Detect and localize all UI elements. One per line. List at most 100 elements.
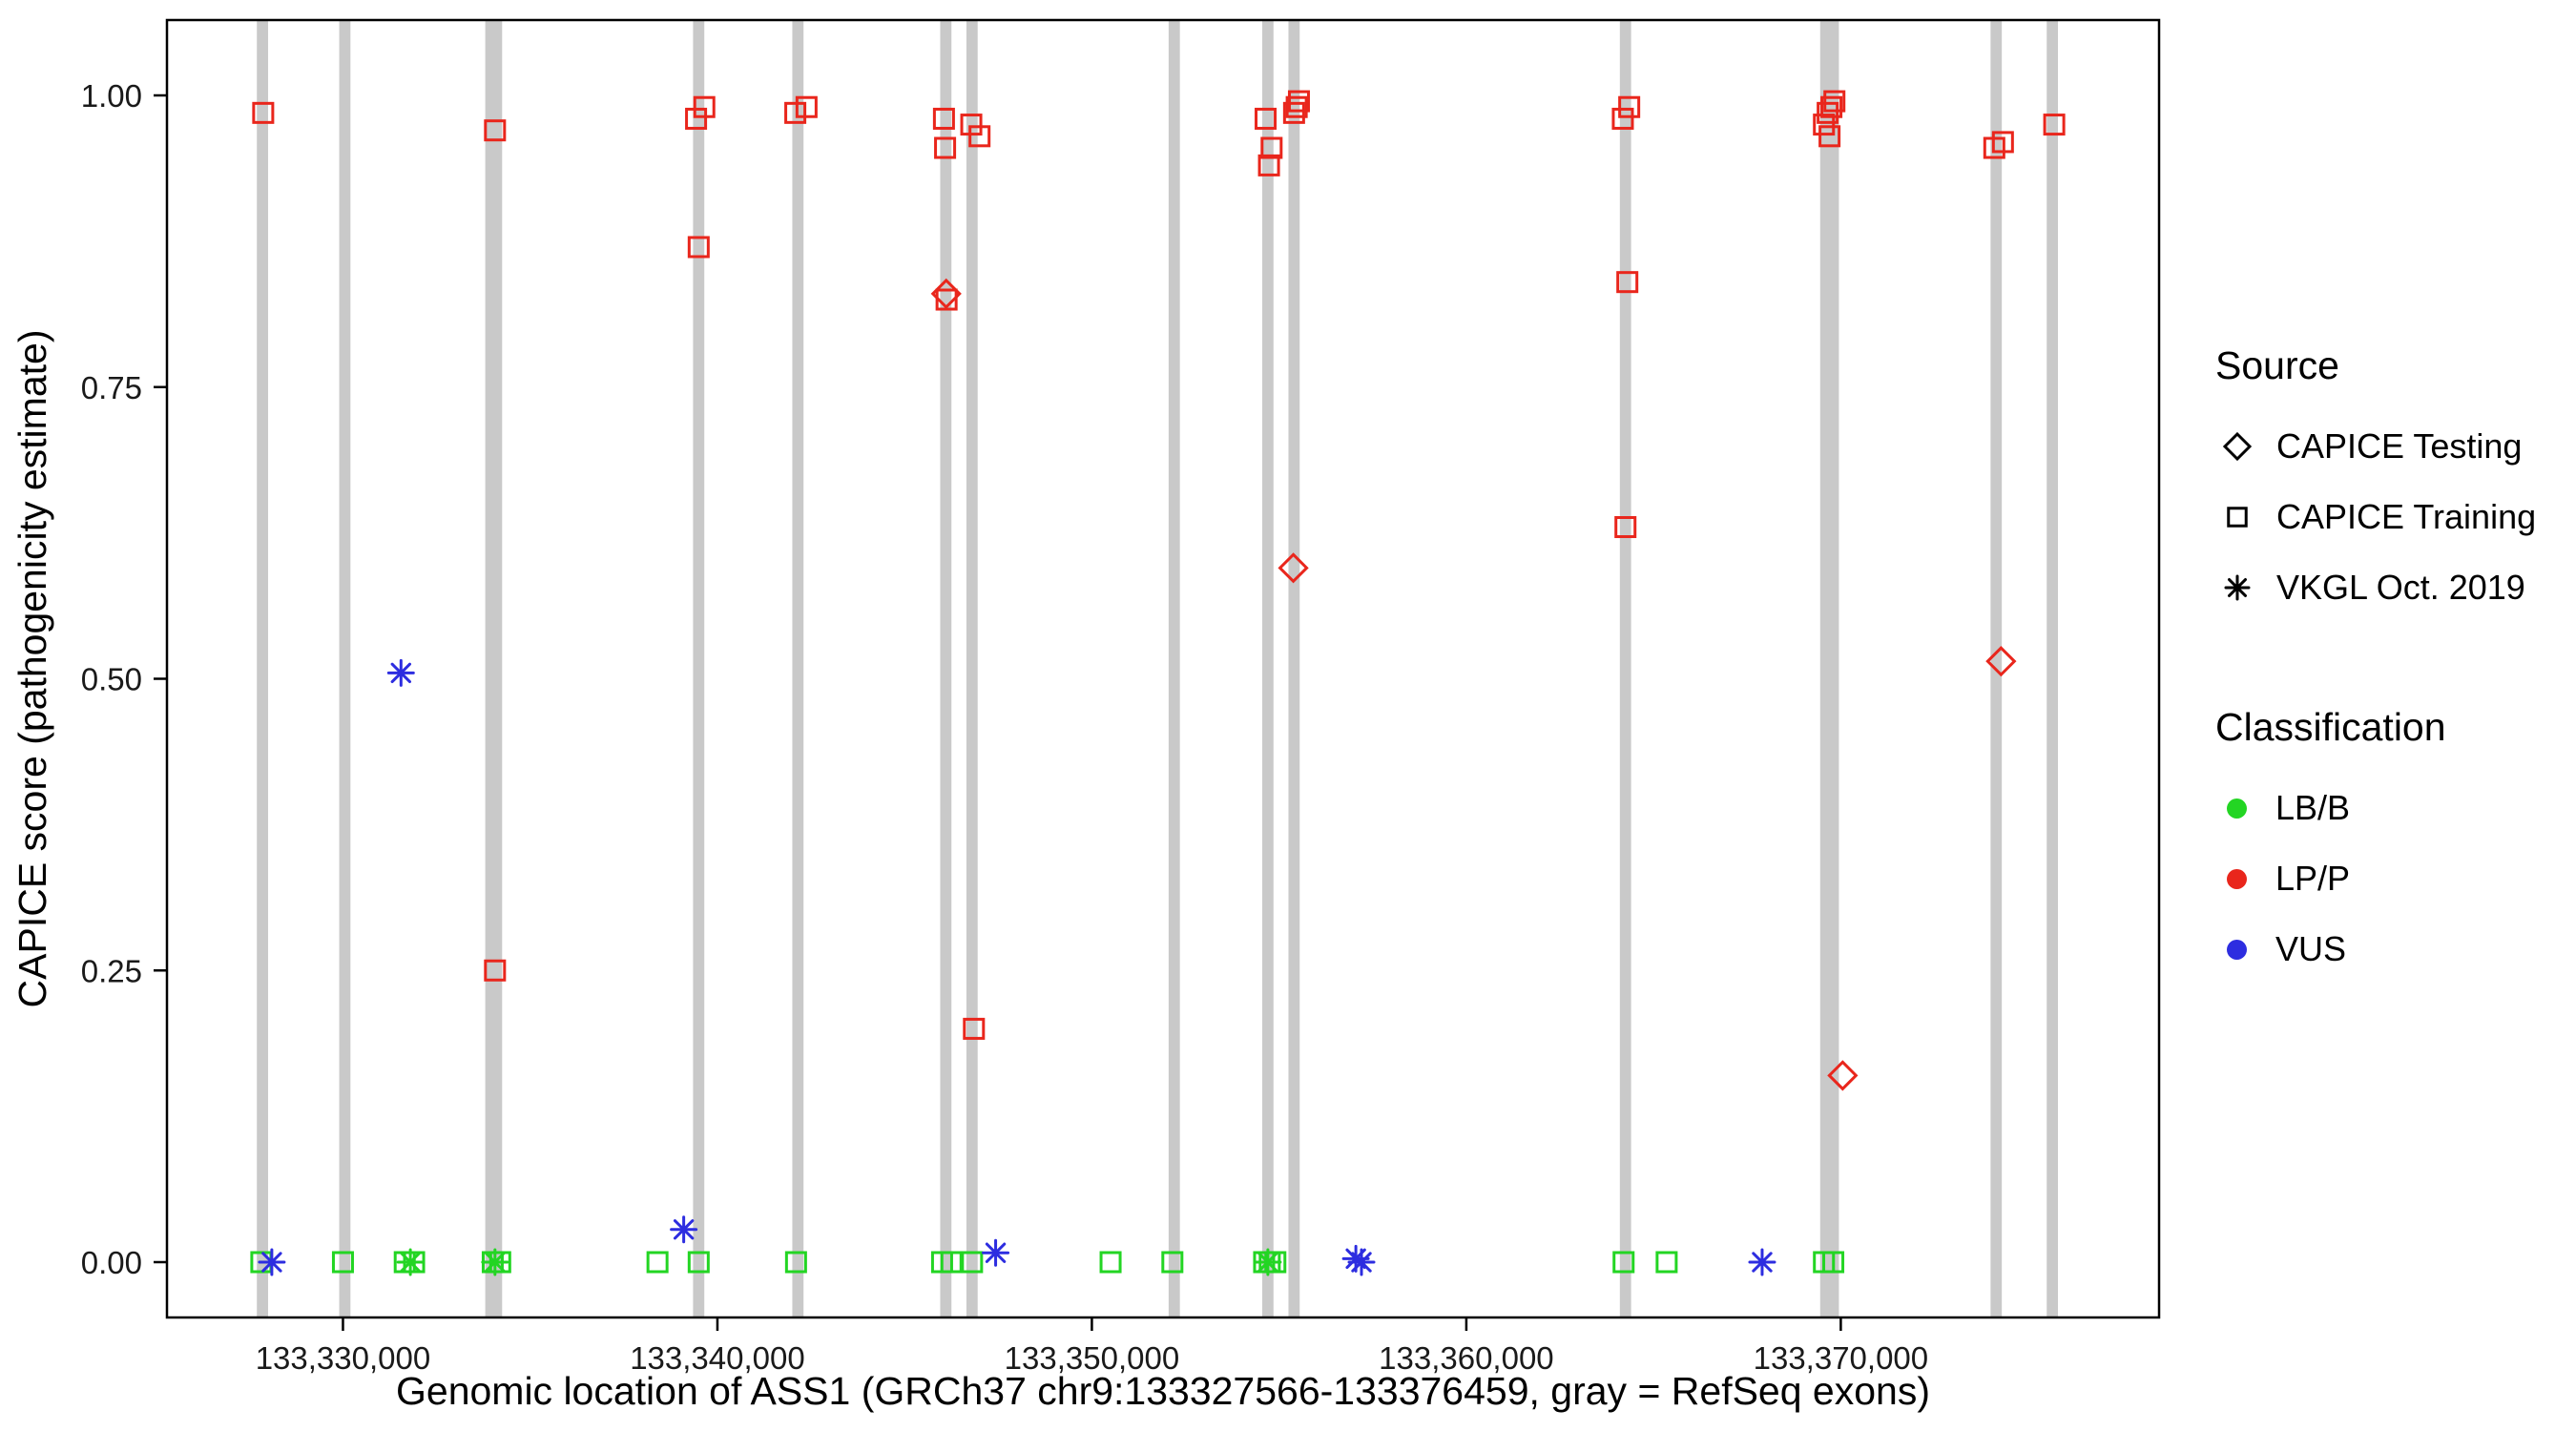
series-square-lbb bbox=[250, 1251, 1845, 1274]
asterisk-marker bbox=[985, 1242, 1007, 1263]
asterisk-marker bbox=[673, 1219, 695, 1240]
square-marker bbox=[1823, 90, 1846, 113]
square-marker bbox=[1285, 95, 1308, 118]
square-marker bbox=[1813, 114, 1836, 136]
refseq-exon-bar bbox=[485, 20, 503, 1317]
legend-item-label: VUS bbox=[2275, 929, 2347, 968]
square-marker bbox=[963, 1017, 986, 1040]
x-tick-label: 133,360,000 bbox=[1379, 1340, 1554, 1376]
diamond-marker bbox=[2222, 431, 2253, 462]
legend-item-label: LB/B bbox=[2275, 788, 2351, 827]
refseq-exon-bar bbox=[2046, 20, 2059, 1317]
legend-classification-items: LB/B LP/P VUS bbox=[2215, 773, 2568, 985]
refseq-exon-bar bbox=[966, 20, 978, 1317]
series-asterisk-vus bbox=[258, 658, 1776, 1276]
square-marker bbox=[331, 1251, 354, 1274]
asterisk-marker bbox=[261, 1252, 282, 1273]
square-marker bbox=[784, 101, 807, 124]
legend: Source CAPICE Testing CAPICE Training VKGL… bbox=[2215, 343, 2568, 985]
square-marker bbox=[1612, 1251, 1635, 1274]
y-axis-title: CAPICE score (pathogenicity estimate) bbox=[10, 330, 54, 1008]
square-marker bbox=[1287, 90, 1310, 113]
refseq-exon-bar bbox=[257, 20, 268, 1317]
series-square-lpp bbox=[252, 90, 2066, 1040]
square-marker bbox=[934, 136, 957, 159]
asterisk-marker bbox=[1257, 1252, 1278, 1273]
square-marker bbox=[1260, 136, 1283, 159]
square-marker bbox=[1618, 95, 1641, 118]
square-marker bbox=[1255, 107, 1278, 130]
classification-dot-icon bbox=[2227, 798, 2247, 819]
legend-item-classification-2: VUS bbox=[2215, 914, 2568, 985]
legend-source-title: Source bbox=[2215, 343, 2339, 387]
asterisk-marker bbox=[2228, 578, 2247, 597]
diamond-icon bbox=[2222, 431, 2253, 462]
refseq-exon-bar bbox=[1288, 20, 1300, 1317]
legend-item-label: CAPICE Testing bbox=[2276, 426, 2523, 466]
square-marker bbox=[484, 119, 507, 142]
legend-item-label: LP/P bbox=[2275, 859, 2351, 898]
square-marker bbox=[1282, 101, 1305, 124]
asterisk-marker bbox=[485, 1252, 506, 1273]
classification-dot-icon bbox=[2227, 939, 2247, 960]
x-tick-label: 133,330,000 bbox=[256, 1340, 431, 1376]
square-marker bbox=[252, 101, 275, 124]
square-marker bbox=[1099, 1251, 1122, 1274]
diamond-marker bbox=[930, 278, 962, 310]
square-marker bbox=[1822, 1251, 1845, 1274]
refseq-exon-bar bbox=[693, 20, 705, 1317]
refseq-exon-bar bbox=[1819, 20, 1839, 1317]
legend-item-source-0: CAPICE Testing bbox=[2215, 411, 2568, 482]
legend-item-label: CAPICE Training bbox=[2276, 497, 2537, 536]
legend-item-source-2: VKGL Oct. 2019 bbox=[2215, 552, 2568, 623]
x-tick-label: 133,340,000 bbox=[630, 1340, 805, 1376]
asterisk-marker bbox=[1351, 1252, 1372, 1273]
x-axis-title: Genomic location of ASS1 (GRCh37 chr9:13… bbox=[396, 1369, 1930, 1413]
square-marker bbox=[1614, 516, 1637, 539]
y-tick-label: 1.00 bbox=[81, 78, 142, 114]
legend-source-items: CAPICE Testing CAPICE Training VKGL Oct. 2… bbox=[2215, 411, 2568, 623]
square-marker bbox=[646, 1251, 669, 1274]
legend-item-classification-1: LP/P bbox=[2215, 843, 2568, 914]
x-tick-label: 133,350,000 bbox=[1005, 1340, 1180, 1376]
square-marker bbox=[1817, 101, 1839, 124]
series-asterisk-lbb bbox=[396, 1248, 1282, 1276]
diamond-marker bbox=[1278, 552, 1309, 584]
refseq-exon-bar bbox=[1619, 20, 1631, 1317]
square-marker bbox=[1820, 95, 1843, 118]
y-tick-label: 0.25 bbox=[81, 953, 142, 988]
asterisk-icon bbox=[2224, 574, 2251, 601]
square-marker bbox=[940, 1251, 963, 1274]
legend-item-label: VKGL Oct. 2019 bbox=[2276, 568, 2525, 607]
refseq-exon-bar bbox=[792, 20, 804, 1317]
asterisk-marker bbox=[1752, 1252, 1773, 1273]
legend-classification-title: Classification bbox=[2215, 705, 2446, 749]
y-tick-label: 0.75 bbox=[81, 370, 142, 405]
square-marker bbox=[484, 959, 507, 982]
refseq-exon-bar bbox=[339, 20, 351, 1317]
square-marker bbox=[687, 236, 710, 259]
legend-item-source-1: CAPICE Training bbox=[2215, 482, 2568, 552]
refseq-exon-bar bbox=[1262, 20, 1274, 1317]
square-marker bbox=[1611, 107, 1634, 130]
panel-border bbox=[165, 18, 2161, 1319]
square-marker bbox=[1161, 1251, 1184, 1274]
square-marker bbox=[968, 125, 991, 148]
legend-item-classification-0: LB/B bbox=[2215, 773, 2568, 843]
square-marker bbox=[1616, 271, 1639, 294]
square-marker bbox=[1818, 125, 1841, 148]
square-icon bbox=[2227, 507, 2248, 528]
diamond-marker bbox=[1985, 646, 2017, 677]
refseq-exon-bar bbox=[940, 20, 952, 1317]
y-tick-label: 0.50 bbox=[81, 662, 142, 697]
square-marker bbox=[784, 1251, 807, 1274]
square-marker bbox=[961, 1251, 984, 1274]
square-marker bbox=[2043, 114, 2066, 136]
refseq-exon-bar bbox=[1168, 20, 1180, 1317]
square-marker bbox=[932, 107, 955, 130]
asterisk-marker bbox=[400, 1252, 421, 1273]
x-tick-label: 133,370,000 bbox=[1754, 1340, 1929, 1376]
square-marker bbox=[2227, 507, 2248, 528]
y-tick-label: 0.00 bbox=[81, 1245, 142, 1280]
square-marker bbox=[693, 95, 716, 118]
